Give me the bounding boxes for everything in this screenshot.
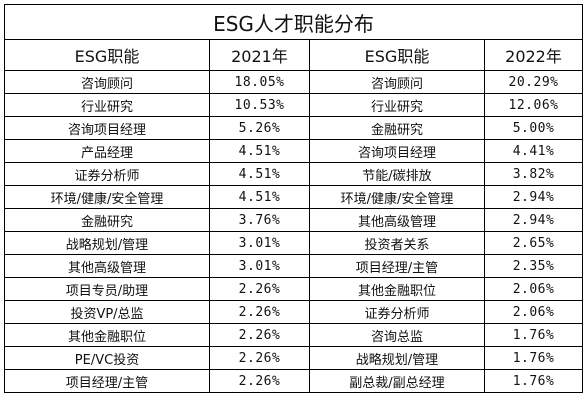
function-2022-cell: 其他金融职位 — [309, 277, 485, 301]
function-2022-cell: 其他高级管理 — [309, 208, 485, 232]
function-2021-cell: 战略规划/管理 — [4, 231, 210, 255]
share-2022-cell: 12.06% — [483, 93, 584, 117]
share-2021-cell: 4.51% — [209, 185, 310, 209]
table-body: 咨询顾问 18.05% 咨询顾问 20.29% 行业研究 10.53% 行业研究 12.06%… — [4, 70, 584, 393]
function-2022-cell: 行业研究 — [309, 93, 485, 117]
share-2021-cell: 18.05% — [209, 70, 310, 94]
function-2022-cell: 咨询项目经理 — [309, 139, 485, 163]
share-2022-cell: 1.76% — [483, 346, 584, 370]
table-title: ESG人才职能分布 — [3, 4, 584, 40]
function-2021-cell: 证券分析师 — [4, 162, 210, 186]
share-2022-cell: 3.82% — [483, 162, 584, 186]
function-2022-cell: 咨询总监 — [309, 323, 485, 347]
table-row: PE/VC投资 2.26% 战略规划/管理 1.76% — [4, 346, 584, 370]
function-2022-cell: 项目经理/主管 — [309, 254, 485, 278]
function-2021-cell: 其他高级管理 — [4, 254, 210, 278]
function-2022-cell: 咨询顾问 — [309, 70, 485, 94]
share-2022-cell: 4.41% — [483, 139, 584, 163]
title-row: ESG人才职能分布 — [3, 4, 584, 40]
function-2022-cell: 金融研究 — [309, 116, 485, 140]
function-2021-cell: 咨询项目经理 — [4, 116, 210, 140]
function-2021-cell: 行业研究 — [4, 93, 210, 117]
function-2022-cell: 环境/健康/安全管理 — [309, 185, 485, 209]
function-2021-cell: 环境/健康/安全管理 — [4, 185, 210, 209]
function-2022-cell: 证券分析师 — [309, 300, 485, 324]
share-2021-cell: 5.26% — [209, 116, 310, 140]
share-2021-cell: 2.26% — [209, 300, 310, 324]
share-2021-cell: 2.26% — [209, 277, 310, 301]
share-2022-cell: 2.35% — [483, 254, 584, 278]
table-row: 金融研究 3.76% 其他高级管理 2.94% — [4, 208, 584, 232]
share-2021-cell: 4.51% — [209, 139, 310, 163]
header-row: ESG职能 2021年 ESG职能 2022年 — [4, 39, 584, 71]
function-2022-cell: 投资者关系 — [309, 231, 485, 255]
table-row: 项目经理/主管 2.26% 副总裁/副总经理 1.76% — [4, 369, 584, 393]
function-2021-cell: 产品经理 — [4, 139, 210, 163]
table-row: 其他高级管理 3.01% 项目经理/主管 2.35% — [4, 254, 584, 278]
header-function-2022: ESG职能 — [309, 39, 485, 71]
share-2021-cell: 4.51% — [209, 162, 310, 186]
share-2022-cell: 5.00% — [483, 116, 584, 140]
table-row: 环境/健康/安全管理 4.51% 环境/健康/安全管理 2.94% — [4, 185, 584, 209]
function-2021-cell: 其他金融职位 — [4, 323, 210, 347]
function-2022-cell: 副总裁/副总经理 — [309, 369, 485, 393]
table-row: 产品经理 4.51% 咨询项目经理 4.41% — [4, 139, 584, 163]
share-2022-cell: 2.06% — [483, 300, 584, 324]
share-2021-cell: 2.26% — [209, 323, 310, 347]
share-2022-cell: 2.94% — [483, 208, 584, 232]
function-2021-cell: 咨询顾问 — [4, 70, 210, 94]
table-row: 战略规划/管理 3.01% 投资者关系 2.65% — [4, 231, 584, 255]
function-2022-cell: 战略规划/管理 — [309, 346, 485, 370]
share-2021-cell: 3.01% — [209, 231, 310, 255]
share-2022-cell: 2.65% — [483, 231, 584, 255]
share-2022-cell: 2.94% — [483, 185, 584, 209]
table-row: 咨询项目经理 5.26% 金融研究 5.00% — [4, 116, 584, 140]
function-2022-cell: 节能/碳排放 — [309, 162, 485, 186]
header-function-2021: ESG职能 — [4, 39, 210, 71]
function-2021-cell: 投资VP/总监 — [4, 300, 210, 324]
function-2021-cell: 项目经理/主管 — [4, 369, 210, 393]
table-row: 其他金融职位 2.26% 咨询总监 1.76% — [4, 323, 584, 347]
esg-talent-table: ESG人才职能分布 ESG职能 2021年 ESG职能 2022年 咨询顾问 18… — [3, 4, 584, 393]
share-2021-cell: 10.53% — [209, 93, 310, 117]
share-2022-cell: 20.29% — [483, 70, 584, 94]
table-row: 项目专员/助理 2.26% 其他金融职位 2.06% — [4, 277, 584, 301]
share-2022-cell: 1.76% — [483, 323, 584, 347]
table-row: 投资VP/总监 2.26% 证券分析师 2.06% — [4, 300, 584, 324]
share-2022-cell: 2.06% — [483, 277, 584, 301]
share-2021-cell: 2.26% — [209, 369, 310, 393]
function-2021-cell: PE/VC投资 — [4, 346, 210, 370]
share-2022-cell: 1.76% — [483, 369, 584, 393]
function-2021-cell: 项目专员/助理 — [4, 277, 210, 301]
header-year-2021: 2021年 — [209, 39, 310, 71]
table-row: 行业研究 10.53% 行业研究 12.06% — [4, 93, 584, 117]
header-year-2022: 2022年 — [483, 39, 584, 71]
function-2021-cell: 金融研究 — [4, 208, 210, 232]
share-2021-cell: 2.26% — [209, 346, 310, 370]
table-row: 证券分析师 4.51% 节能/碳排放 3.82% — [4, 162, 584, 186]
share-2021-cell: 3.01% — [209, 254, 310, 278]
table-row: 咨询顾问 18.05% 咨询顾问 20.29% — [4, 70, 584, 94]
share-2021-cell: 3.76% — [209, 208, 310, 232]
